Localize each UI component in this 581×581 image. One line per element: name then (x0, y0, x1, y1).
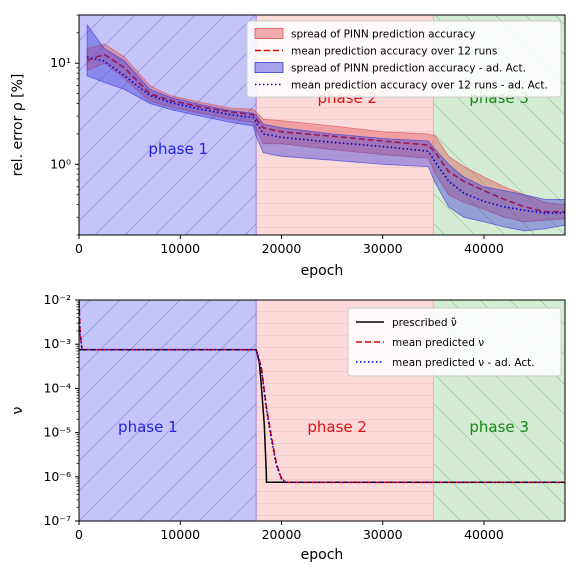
x-tick-label: 20000 (262, 527, 302, 542)
x-tick-label: 0 (75, 527, 83, 542)
series-line-2 (86, 53, 565, 213)
phase-label-3: phase 3 (469, 418, 529, 436)
x-tick-label: 10000 (160, 527, 200, 542)
x-tick-label: 30000 (363, 241, 403, 256)
series-line-3 (79, 301, 565, 484)
y-axis-label: rel. error ρ [%] (10, 74, 26, 177)
phase-label-1: phase 1 (118, 418, 178, 436)
legend-label: mean predicted ν - ad. Act. (392, 357, 535, 369)
legend-label: spread of PINN prediction accuracy - ad.… (291, 62, 526, 74)
y-tick-label: 10⁻² (43, 292, 71, 307)
phase-label-1: phase 1 (148, 140, 208, 158)
chart-viscosity: phase 1 phase 2 phase 3 0 10000 20000 30000 400… (10, 292, 566, 563)
y-tick-label: 10⁻⁴ (43, 380, 71, 395)
y-tick-label: 10⁻³ (43, 336, 71, 351)
legend-swatch (254, 62, 284, 73)
legend-label: mean predicted ν (392, 337, 484, 349)
x-axis-label: epoch (301, 263, 344, 279)
legend: prescribed ν̃ mean predicted ν mean predic… (347, 307, 562, 377)
x-axis-label: epoch (301, 547, 344, 563)
x-tick-label: 10000 (160, 241, 200, 256)
legend-swatch (254, 28, 284, 39)
x-tick-label: 40000 (464, 527, 504, 542)
y-tick-label: 10⁻⁷ (43, 513, 71, 528)
phase-hatch-1 (79, 15, 257, 235)
x-tick-label: 40000 (464, 241, 504, 256)
series-line-4 (86, 56, 565, 214)
y-axis-label: ν (10, 406, 26, 414)
phase-label-2: phase 2 (307, 418, 367, 436)
x-tick-label: 20000 (262, 241, 302, 256)
x-tick-label: 0 (75, 241, 83, 256)
legend: spread of PINN prediction accuracy mean p… (246, 20, 562, 98)
axes-frame (78, 299, 566, 522)
legend-label: mean prediction accuracy over 12 runs - … (291, 79, 548, 91)
x-tick-label: 30000 (363, 527, 403, 542)
legend-label: spread of PINN prediction accuracy (291, 28, 475, 40)
series-band-3 (86, 23, 565, 232)
legend-box (347, 307, 562, 377)
phase-hatch-1 (79, 300, 257, 521)
legend-box (246, 20, 562, 98)
y-tick-label: 10¹ (50, 55, 71, 70)
y-tick-label: 10⁻⁵ (43, 425, 71, 440)
y-tick-label: 10⁰ (50, 156, 71, 171)
axes-frame (78, 14, 566, 236)
legend-label: mean prediction accuracy over 12 runs (291, 45, 497, 57)
y-tick-label: 10⁻⁶ (43, 469, 71, 484)
legend-label: prescribed ν̃ (392, 317, 457, 329)
